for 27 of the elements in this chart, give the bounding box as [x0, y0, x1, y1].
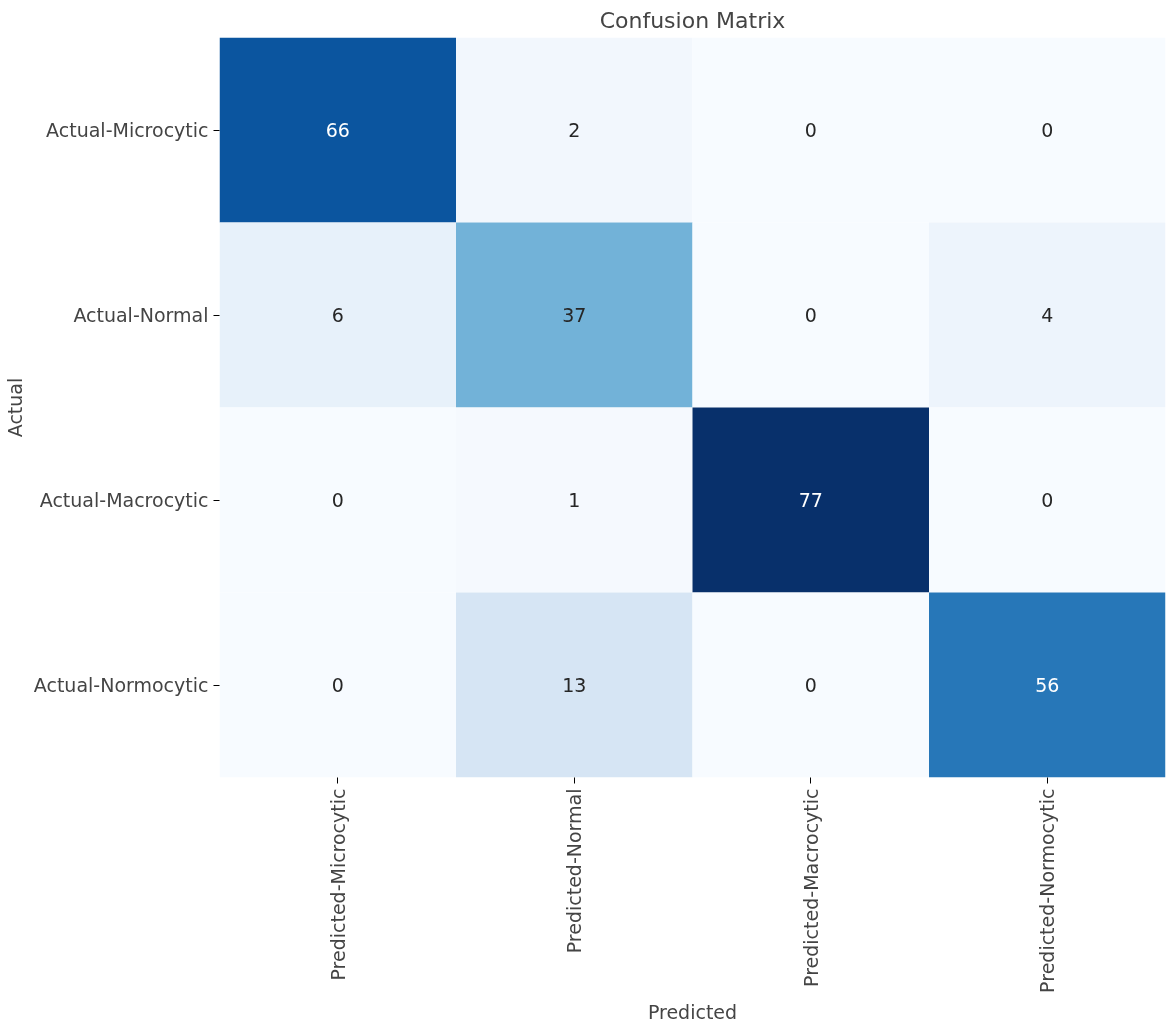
y-tick-label: Actual-Macrocytic	[39, 489, 209, 511]
x-tick-label: Predicted-Microcytic	[326, 788, 349, 981]
x-axis-title: Predicted	[647, 1000, 738, 1023]
data-label: 66	[325, 119, 350, 141]
data-label: 0	[331, 674, 344, 696]
data-label: 0	[1041, 489, 1054, 511]
data-label: 13	[562, 674, 587, 696]
data-label: 0	[331, 489, 344, 511]
y-tick-label: Actual-Normocytic	[33, 674, 209, 696]
data-label: 0	[804, 119, 817, 141]
x-tick-label: Predicted-Normal	[563, 788, 586, 954]
data-label: 0	[804, 304, 817, 326]
data-label: 4	[1041, 304, 1054, 326]
data-label: 37	[562, 304, 587, 326]
data-label: 0	[1041, 119, 1054, 141]
x-tick-label: Predicted-Normocytic	[1036, 788, 1059, 993]
data-label: 1	[568, 489, 581, 511]
chart-title: Confusion Matrix	[599, 7, 786, 33]
data-label: 77	[798, 489, 823, 511]
x-tick-label: Predicted-Macrocytic	[799, 788, 822, 987]
data-label: 6	[331, 304, 344, 326]
y-tick-label: Actual-Normal	[73, 304, 209, 326]
y-axis-title: Actual	[3, 377, 26, 438]
data-label: 2	[568, 119, 581, 141]
y-tick-label: Actual-Microcytic	[46, 119, 209, 141]
data-label: 0	[804, 674, 817, 696]
data-label: 56	[1035, 674, 1060, 696]
